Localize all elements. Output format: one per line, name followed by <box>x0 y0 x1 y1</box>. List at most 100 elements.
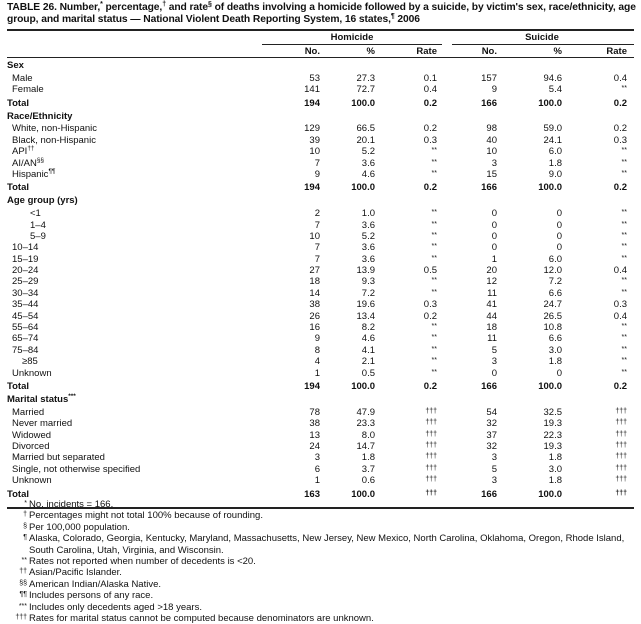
section-header-row: Age group (yrs) <box>0 194 641 208</box>
cell-homicide-rate: 0.4 <box>423 84 437 96</box>
table-row: 5–9 10 5.2 ** 0 0 ** <box>0 231 641 242</box>
bottom-rule <box>7 507 634 509</box>
cell-suicide-no: 41 <box>486 299 497 311</box>
cell-homicide-rate: ††† <box>425 489 437 497</box>
cell-homicide-no: 8 <box>314 344 320 356</box>
cell-suicide-rate: 0.2 <box>613 97 627 109</box>
cell-homicide-no: 9 <box>314 333 320 345</box>
row-label: Total <box>7 180 29 196</box>
cell-homicide-rate: 0.3 <box>423 299 437 311</box>
row-label: ≥85 <box>22 356 38 367</box>
cell-homicide-rate: ††† <box>425 453 437 461</box>
cell-suicide-percent: 24.1 <box>543 134 563 146</box>
table-row: Married but separated 3 1.8 ††† 3 1.8 ††† <box>0 452 641 463</box>
footnote-text: Alaska, Colorado, Georgia, Kentucky, Mar… <box>29 533 625 556</box>
cell-homicide-percent: 4.6 <box>361 333 375 345</box>
table-row: AI/AN§§ 7 3.6 ** 3 1.8 ** <box>0 157 641 169</box>
cell-homicide-percent: 72.7 <box>356 84 376 96</box>
footnote-symbol: ¶ <box>23 534 27 542</box>
row-label: Unknown <box>12 368 52 379</box>
cell-homicide-no: 39 <box>309 134 320 146</box>
row-label: Divorced <box>12 441 50 452</box>
cell-homicide-rate: ** <box>431 209 437 217</box>
footnote-symbol: * <box>24 500 27 507</box>
cell-suicide-rate: 0.2 <box>613 123 627 135</box>
row-label-text: Total <box>7 488 29 500</box>
row-label: Single, not otherwise specified <box>12 464 140 475</box>
cell-homicide-rate: 0.2 <box>423 123 437 135</box>
cell-homicide-rate: ** <box>431 288 437 296</box>
table-row: 65–74 9 4.6 ** 11 6.6 ** <box>0 333 641 344</box>
cell-suicide-no: 0 <box>491 242 497 254</box>
footnote-ref: ¶ <box>390 13 395 20</box>
cell-suicide-no: 12 <box>486 276 497 288</box>
cell-suicide-percent: 59.0 <box>543 123 563 135</box>
row-label-text: 15–19 <box>12 253 39 265</box>
row-label: Age group (yrs) <box>7 194 78 207</box>
cell-homicide-no: 10 <box>309 230 320 242</box>
row-label-text: 45–54 <box>12 310 39 322</box>
cell-suicide-rate: ** <box>621 209 627 217</box>
table-row: 25–29 18 9.3 ** 12 7.2 ** <box>0 276 641 287</box>
cell-suicide-percent: 94.6 <box>543 72 563 84</box>
row-label-text: Married but separated <box>12 452 105 464</box>
row-label-text: ≥85 <box>22 356 38 368</box>
cell-homicide-no: 194 <box>304 380 320 392</box>
cell-suicide-percent: 22.3 <box>543 429 563 441</box>
row-label: 20–24 <box>12 265 38 276</box>
cell-homicide-no: 7 <box>314 242 320 254</box>
table-row: API†† 10 5.2 ** 10 6.0 ** <box>0 145 641 157</box>
row-label-text: 25–29 <box>12 276 39 288</box>
footnotes: * No. incidents = 166. † Percentages might … <box>0 499 641 624</box>
row-label-text: 20–24 <box>12 265 39 277</box>
table-row: 30–34 14 7.2 ** 11 6.6 ** <box>0 288 641 299</box>
cell-suicide-no: 0 <box>491 208 497 220</box>
cell-suicide-rate: ** <box>621 158 627 166</box>
table-row: ≥85 4 2.1 ** 3 1.8 ** <box>0 356 641 367</box>
footnote: *** Includes only decedents aged >18 year… <box>0 602 641 613</box>
group-underline-suicide <box>452 44 634 45</box>
cell-homicide-no: 7 <box>314 253 320 265</box>
cell-homicide-rate: ** <box>431 158 437 166</box>
cell-suicide-percent: 5.4 <box>548 84 562 96</box>
cell-homicide-percent: 0.6 <box>361 475 375 487</box>
cell-suicide-no: 32 <box>486 418 497 430</box>
table-row: Unknown 1 0.6 ††† 3 1.8 ††† <box>0 475 641 486</box>
cell-homicide-percent: 3.6 <box>361 219 375 231</box>
section-header-row: Race/Ethnicity <box>0 110 641 124</box>
cell-suicide-percent: 1.8 <box>548 475 562 487</box>
row-label-text: Marital status <box>7 393 69 405</box>
cell-homicide-rate: ** <box>431 231 437 239</box>
row-label-text: Total <box>7 182 29 194</box>
cell-suicide-rate: ††† <box>615 464 627 472</box>
cell-suicide-rate: 0.2 <box>613 182 627 194</box>
row-label: 55–64 <box>12 322 38 333</box>
footnote-symbol: ¶¶ <box>19 591 27 599</box>
cell-homicide-rate: ††† <box>425 430 437 438</box>
table-body: Sex Male 53 27.3 0.1 157 94.6 0.4 Female 141 72.7 0… <box>0 59 641 501</box>
table-row: Female 141 72.7 0.4 9 5.4 ** <box>0 84 641 95</box>
cell-suicide-percent: 19.3 <box>543 418 563 430</box>
row-label: 45–54 <box>12 311 38 322</box>
cell-homicide-no: 4 <box>314 356 320 368</box>
cell-homicide-rate: 0.2 <box>423 310 437 322</box>
footnote-text: American Indian/Alaska Native. <box>29 578 162 590</box>
cell-homicide-percent: 13.4 <box>356 310 376 322</box>
column-header-suicide-rate: Rate <box>606 46 627 57</box>
cell-homicide-rate: 0.3 <box>423 134 437 146</box>
cell-homicide-no: 7 <box>314 219 320 231</box>
cell-suicide-no: 166 <box>481 380 497 392</box>
cell-homicide-percent: 1.8 <box>361 452 375 464</box>
cell-suicide-percent: 0 <box>556 242 562 254</box>
cell-suicide-percent: 1.8 <box>548 356 562 368</box>
cell-suicide-rate: ** <box>621 345 627 353</box>
cell-suicide-no: 9 <box>491 84 497 96</box>
cell-homicide-rate: ** <box>431 254 437 262</box>
row-label: 1–4 <box>30 220 46 231</box>
footnote-text: Includes only decedents aged >18 years. <box>29 601 202 613</box>
row-label: Widowed <box>12 430 51 441</box>
cell-homicide-no: 24 <box>309 440 320 452</box>
table-row: 10–14 7 3.6 ** 0 0 ** <box>0 242 641 253</box>
cell-homicide-no: 194 <box>304 182 320 194</box>
cell-suicide-no: 37 <box>486 429 497 441</box>
